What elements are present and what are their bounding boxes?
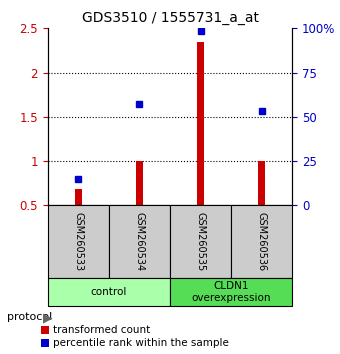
Text: CLDN1
overexpression: CLDN1 overexpression — [191, 281, 271, 303]
Bar — [197, 42, 204, 205]
Text: protocol: protocol — [7, 312, 52, 322]
Bar — [231, 205, 292, 278]
Text: percentile rank within the sample: percentile rank within the sample — [53, 338, 228, 348]
Text: GSM260534: GSM260534 — [134, 212, 144, 271]
Text: ▶: ▶ — [42, 311, 52, 324]
Text: control: control — [91, 287, 127, 297]
Text: GSM260536: GSM260536 — [257, 212, 267, 271]
Bar — [170, 205, 231, 278]
Text: GSM260535: GSM260535 — [195, 212, 206, 271]
Bar — [170, 278, 292, 306]
Text: transformed count: transformed count — [53, 325, 150, 335]
Bar — [109, 205, 170, 278]
Bar — [136, 161, 143, 205]
Bar — [48, 278, 170, 306]
Bar — [48, 205, 109, 278]
Bar — [258, 161, 266, 205]
Bar — [74, 189, 82, 205]
Title: GDS3510 / 1555731_a_at: GDS3510 / 1555731_a_at — [82, 11, 258, 24]
Text: GSM260533: GSM260533 — [73, 212, 83, 271]
